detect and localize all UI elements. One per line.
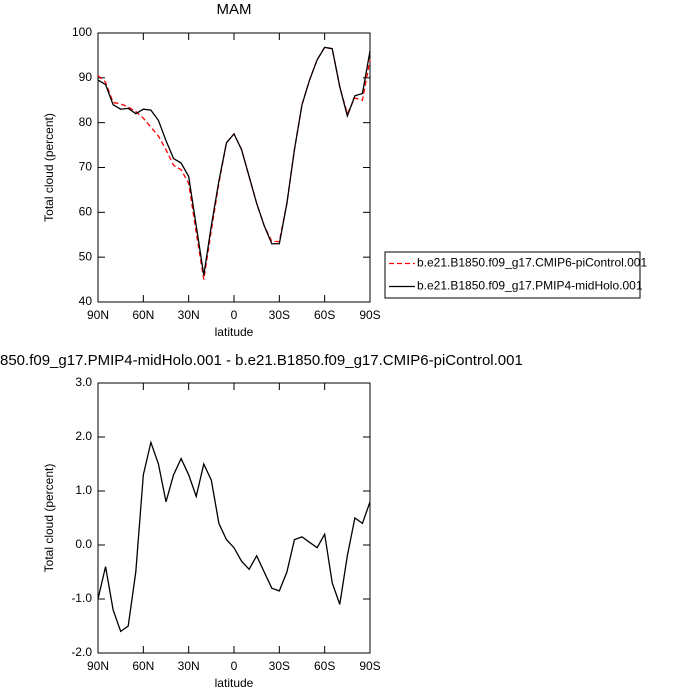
data-line (97, 440, 371, 633)
x-tick-label: 30S (269, 308, 290, 322)
chart-title: 850.f09_g17.PMIP4-midHolo.001 - b.e21.B1… (0, 352, 523, 369)
y-tick-label: 50 (79, 249, 93, 263)
x-tick-label: 90N (87, 659, 109, 673)
data-line (97, 46, 371, 280)
x-tick-label: 60S (314, 659, 335, 673)
x-tick-label: 30N (178, 308, 200, 322)
y-tick-label: 0.0 (75, 537, 92, 551)
y-tick-label: -2.0 (71, 645, 92, 659)
y-tick-label: 3.0 (75, 375, 92, 389)
y-tick-label: 70 (79, 160, 93, 174)
y-tick-label: 90 (79, 70, 93, 84)
y-tick-label: 100 (72, 25, 92, 39)
x-tick-label: 0 (231, 659, 238, 673)
x-tick-label: 90N (87, 308, 109, 322)
x-tick-label: 90S (359, 308, 380, 322)
y-tick-label: 40 (79, 294, 93, 308)
x-tick-label: 30N (178, 659, 200, 673)
plot-frame (97, 382, 371, 654)
y-tick-label: -1.0 (71, 591, 92, 605)
y-tick-label: 1.0 (75, 483, 92, 497)
y-axis-label: Total cloud (percent) (42, 464, 56, 573)
x-axis-label: latitude (215, 676, 254, 690)
x-tick-label: 0 (231, 308, 238, 322)
legend-box (384, 251, 641, 299)
x-tick-label: 90S (359, 659, 380, 673)
x-tick-label: 30S (269, 659, 290, 673)
x-tick-label: 60N (132, 659, 154, 673)
data-line (97, 46, 371, 276)
chart-title: MAM (217, 1, 252, 18)
y-tick-label: 60 (79, 205, 93, 219)
y-tick-label: 2.0 (75, 429, 92, 443)
x-axis-label: latitude (215, 325, 254, 339)
x-tick-label: 60S (314, 308, 335, 322)
legend-label: b.e21.B1850.f09_g17.PMIP4-midHolo.001 (417, 279, 643, 293)
plot-frame (97, 32, 371, 303)
y-tick-label: 80 (79, 115, 93, 129)
y-axis-label: Total cloud (percent) (42, 113, 56, 222)
legend-label: b.e21.B1850.f09_g17.CMIP6-piControl.001 (417, 256, 647, 270)
x-tick-label: 60N (132, 308, 154, 322)
